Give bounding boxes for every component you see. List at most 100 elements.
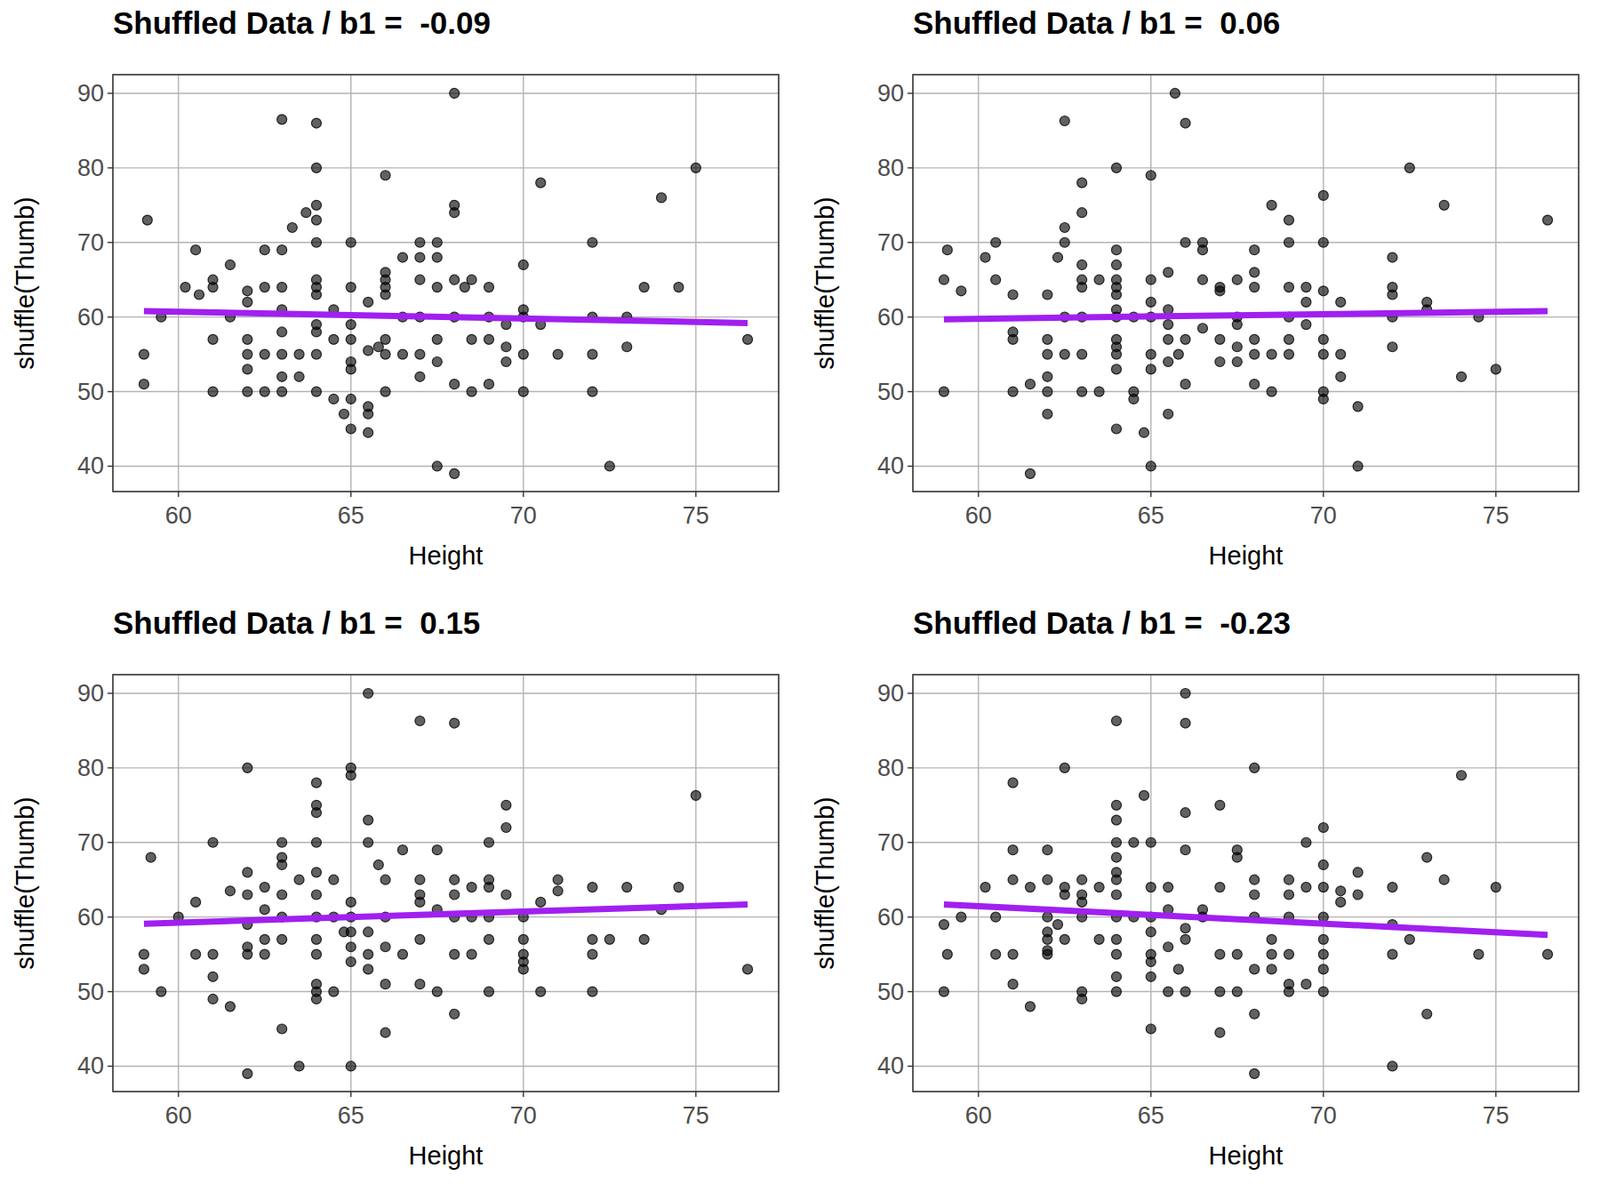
- point: [501, 357, 512, 368]
- point: [1215, 949, 1225, 960]
- plot-background: [112, 674, 779, 1092]
- grid-line: [112, 167, 779, 168]
- x-axis-label: Height: [408, 1141, 484, 1170]
- point: [1336, 886, 1346, 896]
- point: [1145, 837, 1156, 848]
- point: [1145, 364, 1156, 375]
- point: [1111, 949, 1121, 960]
- title: Shuffled Data / b1 = -0.23: [912, 605, 1291, 640]
- point: [363, 964, 374, 975]
- plot-frame: [112, 674, 779, 1092]
- point: [1387, 289, 1398, 300]
- point: [432, 237, 442, 248]
- point: [138, 349, 149, 360]
- point: [1145, 296, 1156, 307]
- point: [415, 896, 425, 907]
- point: [1163, 942, 1174, 952]
- y-axis-label: shuffle(Thumb): [810, 196, 840, 370]
- point: [1232, 986, 1242, 997]
- point: [208, 993, 218, 1004]
- point: [311, 289, 321, 300]
- point: [1128, 837, 1139, 848]
- panel: 60657075405060708090Shuffled Data / b1 =…: [810, 605, 1579, 1170]
- point: [345, 320, 356, 330]
- point: [484, 882, 495, 893]
- point: [1266, 964, 1277, 975]
- plot-frame: [112, 74, 779, 492]
- point: [1266, 386, 1277, 397]
- point: [1301, 837, 1312, 848]
- point: [415, 252, 425, 263]
- regression-line: [144, 311, 748, 323]
- tick-label: 65: [1137, 502, 1165, 529]
- tick-mark: [107, 1065, 113, 1067]
- point: [1111, 837, 1121, 848]
- tick-label: 70: [510, 502, 537, 529]
- point: [1077, 349, 1088, 360]
- point: [311, 808, 321, 818]
- point: [1387, 252, 1398, 263]
- point: [277, 934, 288, 944]
- point: [1180, 118, 1191, 128]
- point: [1490, 364, 1501, 375]
- point: [1145, 971, 1156, 982]
- point: [980, 252, 991, 263]
- point: [1042, 289, 1053, 300]
- point: [380, 874, 391, 885]
- point: [242, 334, 253, 344]
- point: [345, 393, 356, 404]
- point: [1094, 274, 1104, 285]
- tick-label: 70: [877, 829, 904, 856]
- point: [1301, 296, 1312, 307]
- point: [673, 882, 684, 893]
- grid-line: [977, 674, 979, 1092]
- point: [1387, 882, 1398, 893]
- point: [363, 296, 374, 307]
- point: [1111, 259, 1121, 270]
- point: [938, 386, 949, 397]
- point: [1008, 777, 1018, 788]
- point: [277, 889, 288, 900]
- point: [1284, 282, 1295, 293]
- tick-label: 70: [77, 229, 104, 256]
- point: [1318, 986, 1328, 997]
- tick-label: 60: [965, 502, 992, 529]
- point: [1197, 274, 1208, 285]
- point: [1145, 957, 1156, 968]
- plot-background: [912, 674, 1579, 1092]
- point: [1077, 874, 1088, 885]
- point: [1163, 408, 1174, 419]
- point: [311, 949, 321, 960]
- tick-label: 90: [877, 80, 904, 107]
- point: [1318, 822, 1328, 832]
- point: [1197, 245, 1208, 256]
- point: [380, 979, 391, 990]
- point: [380, 942, 391, 952]
- point: [1249, 267, 1260, 278]
- point: [156, 986, 167, 997]
- point: [1173, 349, 1184, 360]
- grid-line: [522, 74, 524, 492]
- grid-line: [1495, 74, 1496, 492]
- point: [345, 957, 356, 968]
- point: [380, 1027, 391, 1038]
- point: [1077, 993, 1088, 1004]
- point: [345, 942, 356, 952]
- tick-mark: [107, 991, 113, 992]
- point: [1059, 934, 1070, 944]
- point: [1249, 964, 1260, 975]
- point: [311, 934, 321, 944]
- point: [277, 114, 288, 125]
- x-axis-label: Height: [1208, 1141, 1284, 1170]
- data-layer: [138, 688, 752, 1079]
- point: [1404, 934, 1415, 944]
- point: [938, 274, 949, 285]
- point: [1249, 762, 1260, 773]
- point: [242, 1068, 253, 1079]
- tick-label: 65: [1137, 1102, 1165, 1129]
- point: [1145, 882, 1156, 893]
- tick-label: 70: [1310, 502, 1337, 529]
- point: [1180, 934, 1191, 944]
- point: [484, 934, 495, 944]
- point: [1232, 852, 1242, 863]
